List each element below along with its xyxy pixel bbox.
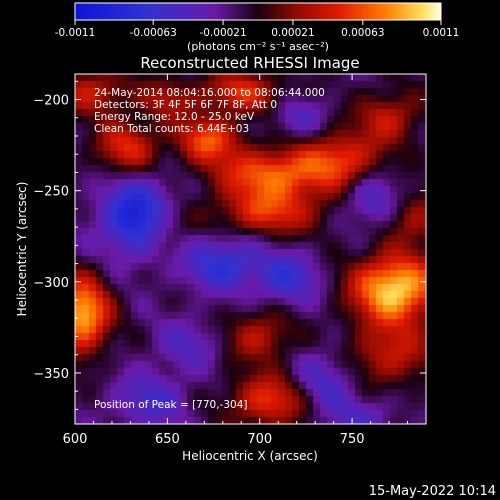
colorbar-ticks: -0.0011 -0.00063 -0.00021 0.00021 0.00063 0.0… (55, 20, 460, 39)
colorbar-tick-label: 0.0011 (423, 27, 460, 39)
annotation-method: Clean Total counts: 6.44E+03 (94, 123, 249, 135)
annotation-block: 24-May-2014 08:04:16.000 to 08:06:44.000… (94, 87, 325, 411)
x-tick-label: 750 (340, 432, 365, 447)
annotation-time-range: 24-May-2014 08:04:16.000 to 08:06:44.000 (94, 87, 325, 99)
y-tick-label: −200 (33, 94, 69, 109)
colorbar-tick-label: -0.00021 (199, 27, 246, 39)
y-tick-label: −300 (33, 276, 69, 291)
annotation-detectors: Detectors: 3F 4F 5F 6F 7F 8F, Att 0 (94, 99, 277, 111)
x-tick-label: 650 (155, 432, 180, 447)
annotation-energy-range: Energy Range: 12.0 - 25.0 keV (94, 111, 255, 123)
colorbar-tick-label: 0.00021 (271, 27, 314, 39)
x-tick-label: 700 (247, 432, 272, 447)
colorbar-tick-label: 0.00063 (341, 27, 384, 39)
y-tick-label: −250 (33, 185, 69, 200)
x-axis-label: Heliocentric X (arcsec) (182, 449, 318, 463)
colorbar-gradient (74, 2, 442, 21)
y-axis-label: Heliocentric Y (arcsec) (15, 182, 29, 317)
colorbar-tick-label: -0.0011 (55, 27, 96, 39)
colorbar-tick-label: -0.00063 (130, 27, 177, 39)
plot-frame (74, 73, 427, 425)
heatmap-canvas (75, 74, 426, 424)
x-axis: 600 650 700 750 (63, 74, 409, 447)
annotation-peak-position: Position of Peak = [770,-304] (94, 399, 248, 411)
heatmap-image (74, 73, 427, 425)
footer-timestamp: 15-May-2022 10:14 (369, 484, 496, 499)
colorbar-units: (photons cm⁻² s⁻¹ asec⁻²) (187, 40, 329, 53)
y-tick-label: −350 (33, 367, 69, 382)
chart-title: Reconstructed RHESSI Image (140, 54, 359, 72)
x-tick-label: 600 (63, 432, 88, 447)
colorbar: -0.0011 -0.00063 -0.00021 0.00021 0.00063 0.0… (55, 2, 460, 53)
y-axis: −350 −300 −250 −200 (33, 80, 426, 410)
